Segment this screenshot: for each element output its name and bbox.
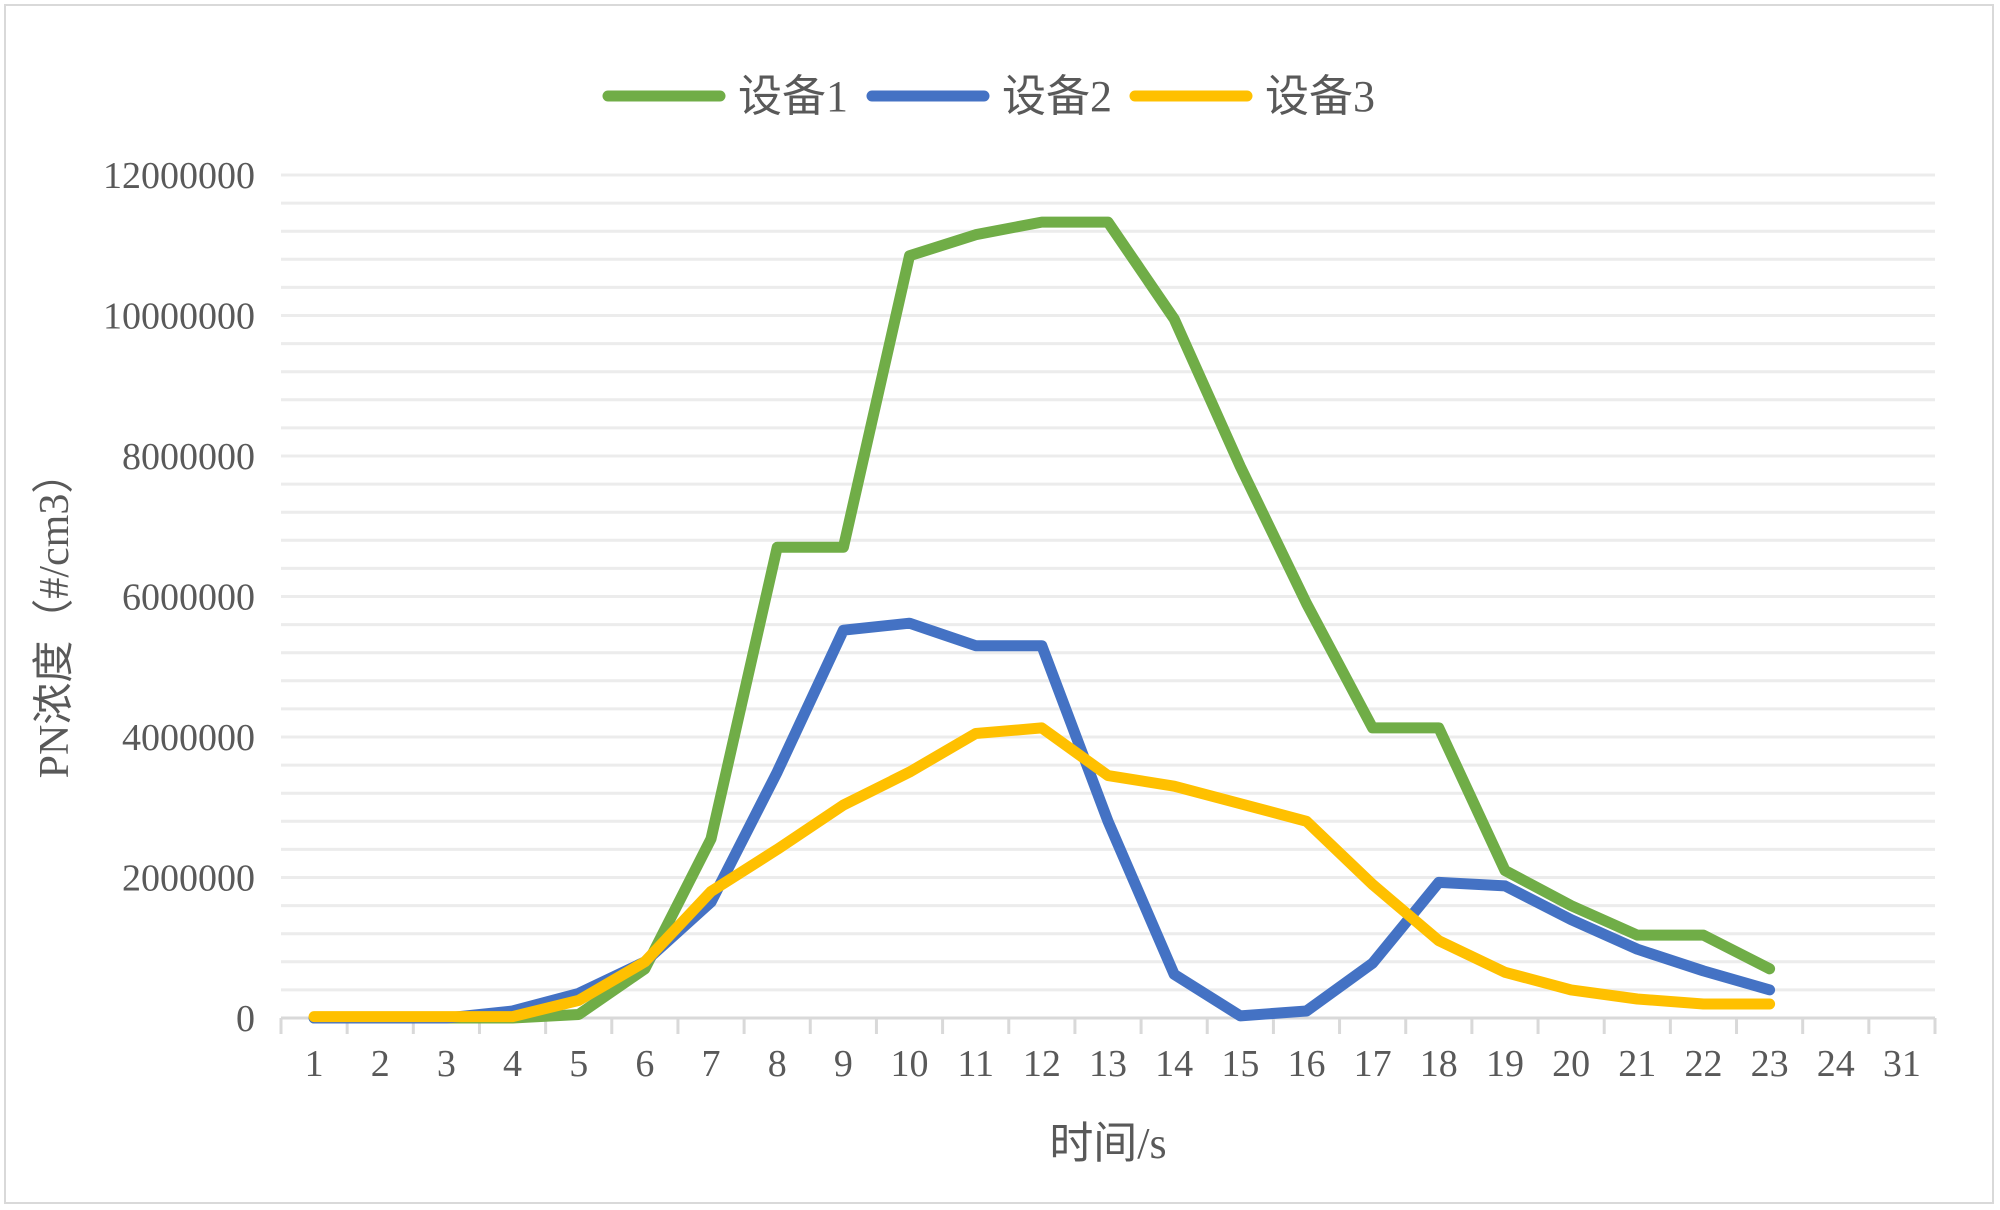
legend-label-3: 设备3	[1265, 72, 1375, 121]
x-tick-label: 16	[1287, 1043, 1325, 1085]
y-tick-label: 10000000	[103, 296, 255, 338]
x-tick-label: 6	[635, 1043, 654, 1085]
x-tick-label: 14	[1155, 1043, 1193, 1085]
x-tick-label: 12	[1023, 1043, 1061, 1085]
chart-frame	[4, 4, 1994, 1204]
y-tick-label: 8000000	[122, 436, 255, 478]
y-tick-label: 0	[236, 998, 255, 1040]
x-tick-label: 10	[891, 1043, 929, 1085]
x-tick-label: 23	[1751, 1043, 1789, 1085]
x-tick-label: 7	[702, 1043, 721, 1085]
x-tick-label: 22	[1684, 1043, 1722, 1085]
x-tick-label: 5	[569, 1043, 588, 1085]
x-tick-label: 8	[768, 1043, 787, 1085]
series-line-2	[308, 617, 1776, 1024]
x-axis-title: 时间/s	[1049, 1119, 1166, 1168]
x-tick-label: 2	[371, 1043, 390, 1085]
x-tick-label: 9	[834, 1043, 853, 1085]
y-axis-title: PN浓度（#/cm3）	[32, 452, 78, 779]
series-line-1	[308, 216, 1776, 1024]
legend-label-2: 设备2	[1002, 72, 1112, 121]
x-tick-label: 11	[957, 1043, 994, 1085]
x-tick-label: 13	[1089, 1043, 1127, 1085]
legend-label-1: 设备1	[738, 72, 848, 121]
series-lines	[308, 216, 1776, 1024]
x-tick-label: 21	[1618, 1043, 1656, 1085]
y-tick-label: 4000000	[122, 717, 255, 759]
x-tick-label: 24	[1817, 1043, 1855, 1085]
y-tick-label: 6000000	[122, 577, 255, 619]
x-tick-label: 17	[1354, 1043, 1392, 1085]
x-tick-label: 4	[503, 1043, 522, 1085]
series-line-3	[308, 722, 1776, 1023]
x-tick-label: 19	[1486, 1043, 1524, 1085]
x-tick-label: 1	[305, 1043, 324, 1085]
y-axis: 0 2000000 4000000 6000000 8000000 10000000 120…	[103, 155, 255, 1040]
legend: 设备1 设备2 设备3	[602, 72, 1375, 121]
x-tick-label: 15	[1221, 1043, 1259, 1085]
y-tick-label: 12000000	[103, 155, 255, 197]
x-tick-label: 20	[1552, 1043, 1590, 1085]
gridlines	[281, 173, 1935, 992]
x-tick-label: 3	[437, 1043, 456, 1085]
x-tick-label: 31	[1883, 1043, 1921, 1085]
x-tick-label: 18	[1420, 1043, 1458, 1085]
y-tick-label: 2000000	[122, 858, 255, 900]
x-axis: 1 2 3 4 5 6 7 8 9 10 11 12 13 14 15 16 17 18 19 20 21 22 23 24 3…	[279, 1016, 1937, 1085]
